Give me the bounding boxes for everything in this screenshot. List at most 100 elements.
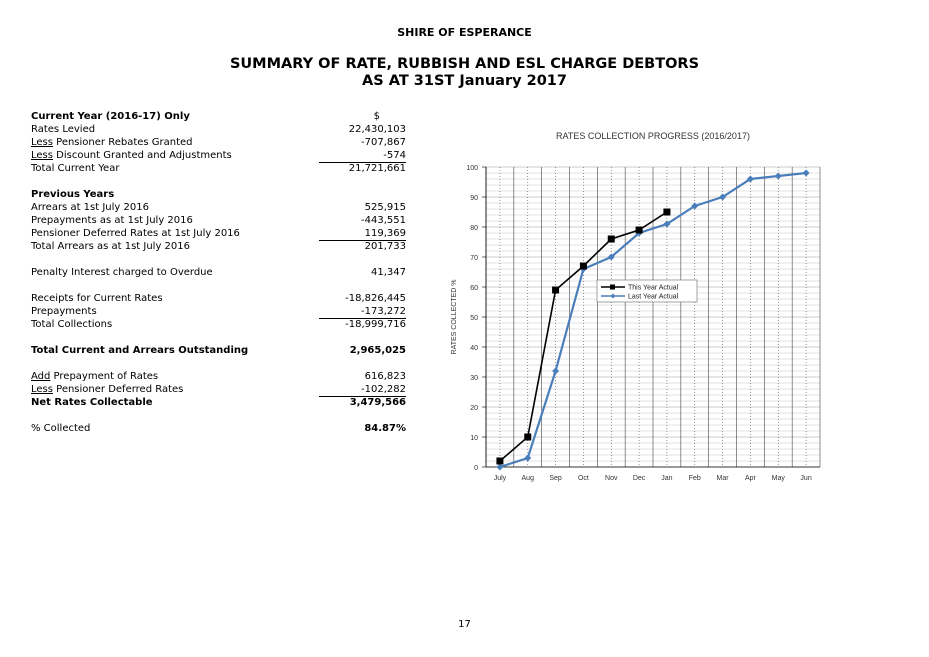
last-year-point [746,175,754,183]
x-tick-label: Apr [745,475,757,482]
previous-years-heading-row: Previous Years [31,188,406,201]
row-prefix: Less [31,150,53,161]
row-value: 3,479,566 [349,397,406,408]
this-year-point [552,286,560,294]
row-label: Rates Levied [31,124,96,135]
series-line [499,171,807,469]
receipts-row: Receipts for Current Rates -18,826,445 [31,292,406,305]
legend-label: This Year Actual [628,285,679,292]
x-tick-label: Mar [717,475,730,482]
current-year-heading-row: Current Year (2016-17) Only $ [31,110,406,123]
last-year-point [663,220,671,228]
y-tick-label: 60 [470,285,478,292]
add-prepayment-row: Add Prepayment of Rates 616,823 [31,370,406,383]
debtors-summary-table: Current Year (2016-17) Only $ Rates Levi… [31,110,406,435]
row-prefix: Less [31,384,53,395]
last-year-point [552,367,560,375]
series-line [499,211,668,462]
total-current-row: Total Current Year 21,721,661 [31,162,406,175]
legend-label: Last Year Actual [628,294,679,301]
pensioner-deferred-row: Pensioner Deferred Rates at 1st July 201… [31,227,406,240]
collection-progress-chart: RATES COLLECTION PROGRESS (2016/2017) 0 10… [440,125,840,495]
subtotal-rule [319,318,406,319]
row-label: Pensioner Deferred Rates at 1st July 201… [31,228,240,239]
row-value: -18,999,716 [345,319,406,330]
y-tick-label: 30 [470,375,478,382]
this-year-point [663,208,671,216]
y-tick-label: 40 [470,345,478,352]
report-date: AS AT 31ST January 2017 [362,73,567,89]
row-value: -443,551 [361,215,406,226]
row-label: Less Pensioner Deferred Rates [31,383,183,396]
total-collections-row: Total Collections -18,999,716 [31,318,406,331]
row-value: 2,965,025 [349,345,406,356]
row-label: Total Current Year [31,163,120,174]
penalty-row: Penalty Interest charged to Overdue 41,3… [31,266,406,279]
x-tick-label: July [494,475,507,482]
this-year-point [524,433,532,441]
y-tick-label: 100 [466,165,478,172]
prepayments-july-row: Prepayments as at 1st July 2016 -443,551 [31,214,406,227]
row-label: Receipts for Current Rates [31,293,163,304]
x-tick-label: May [772,475,786,482]
x-tick-label: Jun [800,475,811,482]
chart-svg: RATES COLLECTION PROGRESS (2016/2017) 0 10… [451,131,821,482]
row-value: -173,272 [361,306,406,317]
row-label: Total Arrears as at 1st July 2016 [31,241,191,252]
row-prefix: Add [31,371,51,382]
row-value: -18,826,445 [345,293,406,304]
y-tick-label: 80 [470,225,478,232]
last-year-point [607,253,615,261]
row-label: Net Rates Collectable [31,397,153,408]
last-year-point [524,454,532,462]
row-label-text: Pensioner Rebates Granted [52,137,193,148]
subtotal-rule [319,162,406,163]
y-tick-label: 90 [470,195,478,202]
y-tick-label: 0 [474,465,478,472]
x-tick-label: Nov [605,475,618,482]
row-value: 41,347 [371,267,406,278]
row-label: Prepayments [31,306,97,317]
last-year-point [496,463,504,471]
pct-collected-row: % Collected 84.87% [31,422,406,435]
y-tick-label: 20 [470,405,478,412]
this-year-point [635,226,643,234]
prepayments-row: Prepayments -173,272 [31,305,406,318]
last-year-point [802,169,810,177]
legend-marker [610,284,615,290]
row-value: 119,369 [364,228,406,239]
row-label: Add Prepayment of Rates [31,370,158,383]
row-label: Total Collections [31,319,113,330]
pensioner-rebates-row: Less Pensioner Rebates Granted -707,867 [31,136,406,149]
rates-levied-row: Rates Levied 22,430,103 [31,123,406,136]
x-tick-label: Oct [578,475,589,482]
net-collectable-row: Net Rates Collectable 3,479,566 [31,396,406,409]
y-tick-label: 50 [470,315,478,322]
row-label-text: Pensioner Deferred Rates [52,384,184,395]
row-value: -707,867 [361,137,406,148]
discount-row: Less Discount Granted and Adjustments -5… [31,149,406,162]
organisation-name: SHIRE OF ESPERANCE [397,26,532,39]
y-axis-label: RATES COLLECTED % [451,280,458,355]
x-tick-label: Dec [633,475,646,482]
row-value: 616,823 [364,371,406,382]
last-year-point [691,202,699,210]
row-value: -102,282 [361,384,406,395]
this-year-point [579,262,587,270]
row-label: Less Discount Granted and Adjustments [31,149,232,162]
last-year-point [719,193,727,201]
legend-marker [610,293,616,299]
subtotal-rule [319,240,406,241]
previous-years-heading: Previous Years [31,189,115,200]
row-value: 525,915 [364,202,406,213]
current-year-heading: Current Year (2016-17) Only [31,111,190,122]
this-year-point [607,235,615,243]
page-number: 17 [458,619,471,630]
less-deferred-row: Less Pensioner Deferred Rates -102,282 [31,383,406,396]
row-value: 84.87% [364,423,406,434]
currency-symbol: $ [373,111,380,122]
row-label: Prepayments as at 1st July 2016 [31,215,193,226]
x-tick-label: Sep [549,475,562,482]
row-label-text: Discount Granted and Adjustments [52,150,232,161]
arrears-row: Arrears at 1st July 2016 525,915 [31,201,406,214]
